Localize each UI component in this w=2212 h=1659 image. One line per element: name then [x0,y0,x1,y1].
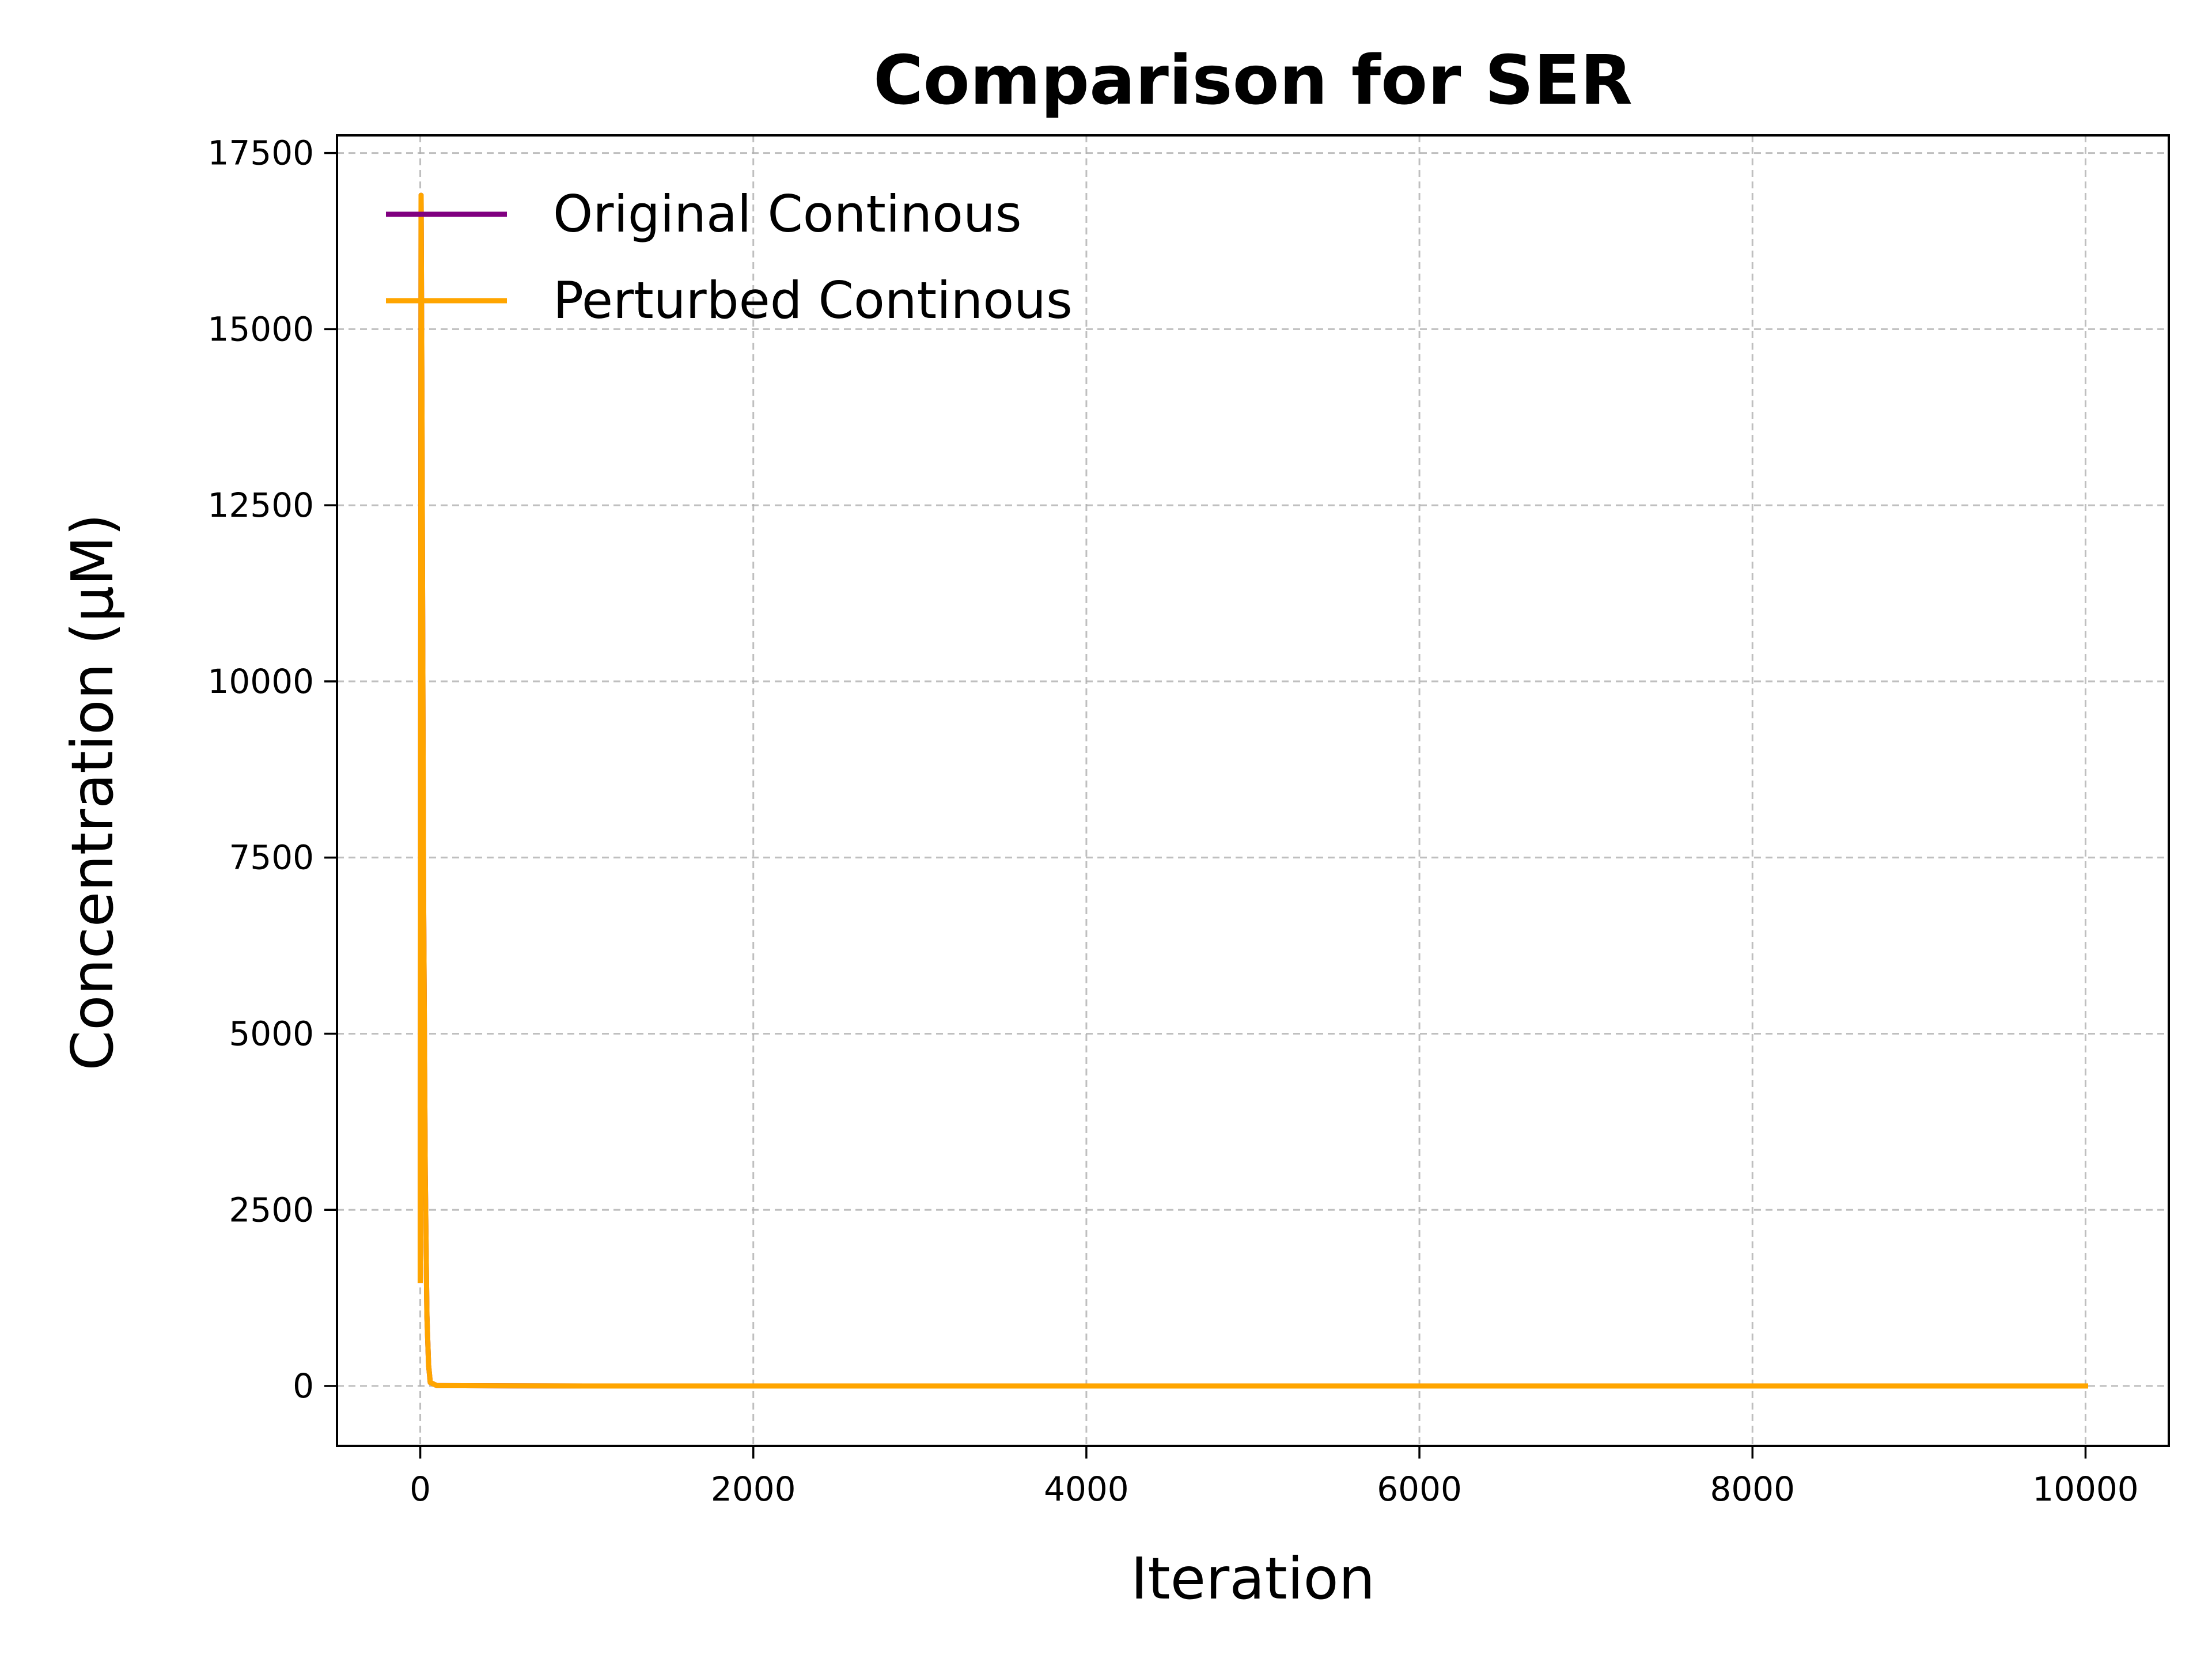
x-axis-label: Iteration [1131,1545,1375,1612]
plot-frame [336,134,2170,1447]
x-tick-label: 10000 [2032,1469,2139,1509]
x-tick-label: 8000 [1710,1469,1795,1509]
series-line-perturbed-continous [417,192,2088,1389]
legend-label: Original Continous [553,184,1022,244]
y-tick-label: 15000 [207,309,314,349]
y-tick-label: 12500 [207,486,314,525]
y-tick-label: 7500 [229,838,314,877]
grid [337,135,2169,1446]
y-tick-label: 0 [293,1366,314,1406]
x-tick-label: 0 [410,1469,431,1509]
legend-label: Perturbed Continous [553,271,1073,330]
y-tick-label: 10000 [207,662,314,701]
x-tick-label: 4000 [1044,1469,1129,1509]
y-tick-label: 2500 [229,1190,314,1229]
y-axis-label: Concentration (μM) [59,513,126,1070]
x-tick-label: 2000 [711,1469,796,1509]
y-axis: 0 2500 5000 7500 10000 12500 15000 17500 [207,134,337,1406]
legend: Original Continous Perturbed Continous [386,184,1073,330]
x-axis: 0 2000 4000 6000 8000 10000 [410,1446,2139,1509]
y-tick-label: 17500 [207,134,314,173]
y-tick-label: 5000 [229,1014,314,1053]
x-tick-label: 6000 [1377,1469,1462,1509]
series-layer [417,192,2088,1389]
chart-title: Comparison for SER [873,40,1633,120]
